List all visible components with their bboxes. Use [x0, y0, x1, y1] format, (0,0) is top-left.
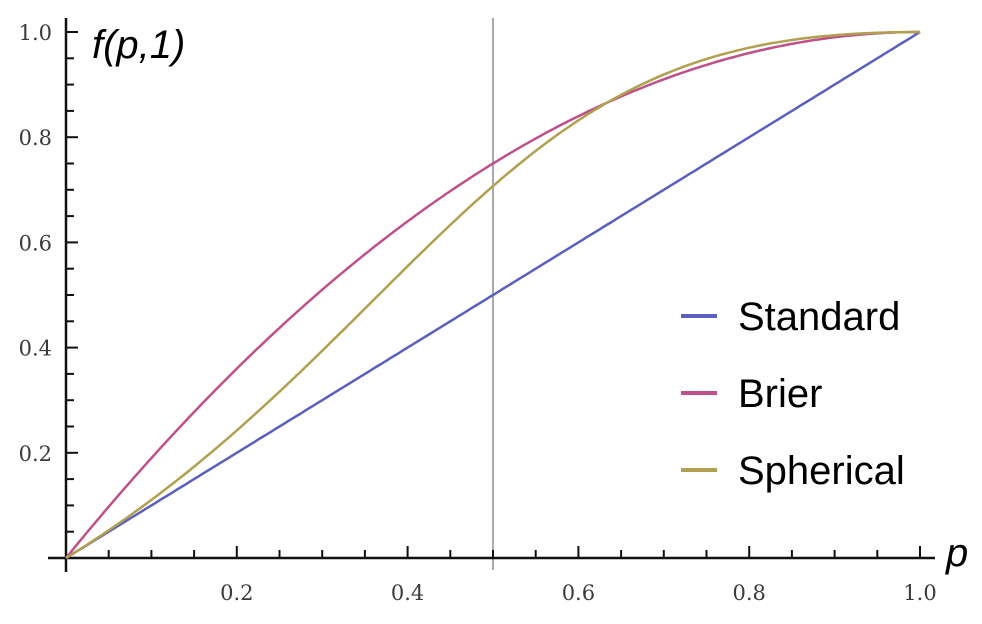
curves	[65, 30, 921, 560]
tick-labels: 0.2 0.4 0.6 0.8 1.0 0.2 0.4 0.6 0.8 1.0	[19, 21, 937, 605]
x-tick-label: 0.4	[391, 581, 424, 605]
x-tick-label: 0.6	[562, 581, 595, 605]
axis-ticks	[66, 31, 921, 558]
y-tick-label: 0.6	[19, 231, 52, 255]
x-tick-label: 1.0	[903, 581, 936, 605]
legend-label: Spherical	[738, 449, 905, 493]
x-axis-title: p	[945, 531, 968, 575]
x-tick-label: 0.2	[220, 581, 253, 605]
legend-item-standard: Standard	[681, 295, 900, 339]
y-tick-label: 0.4	[19, 337, 52, 361]
curve-standard	[65, 30, 921, 560]
legend-label: Standard	[738, 295, 900, 339]
y-tick-label: 0.2	[19, 442, 52, 466]
legend-item-spherical: Spherical	[681, 449, 905, 493]
legend-item-brier: Brier	[681, 372, 822, 416]
curve-brier	[65, 30, 920, 559]
y-tick-label: 0.8	[19, 126, 52, 150]
y-axis-title: f(p,1)	[92, 23, 185, 67]
legend-label: Brier	[738, 372, 822, 416]
legend: Standard Brier Spherical	[681, 295, 905, 493]
y-tick-label: 1.0	[19, 21, 52, 45]
curve-spherical	[65, 30, 920, 560]
x-tick-label: 0.8	[732, 581, 765, 605]
